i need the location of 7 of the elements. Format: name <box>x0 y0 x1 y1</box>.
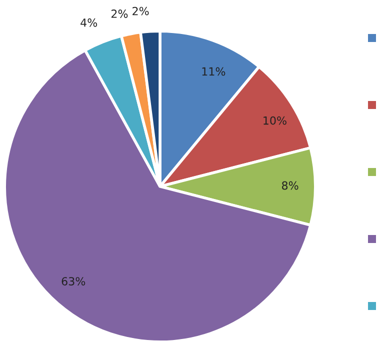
data-label: 63% <box>62 277 86 286</box>
data-label: 4% <box>80 18 98 27</box>
data-label: 11% <box>202 67 226 76</box>
data-label: 2% <box>111 10 128 18</box>
data-label: 10% <box>264 116 286 125</box>
data-label: 2% <box>132 6 149 16</box>
data-label: 8% <box>282 181 298 190</box>
